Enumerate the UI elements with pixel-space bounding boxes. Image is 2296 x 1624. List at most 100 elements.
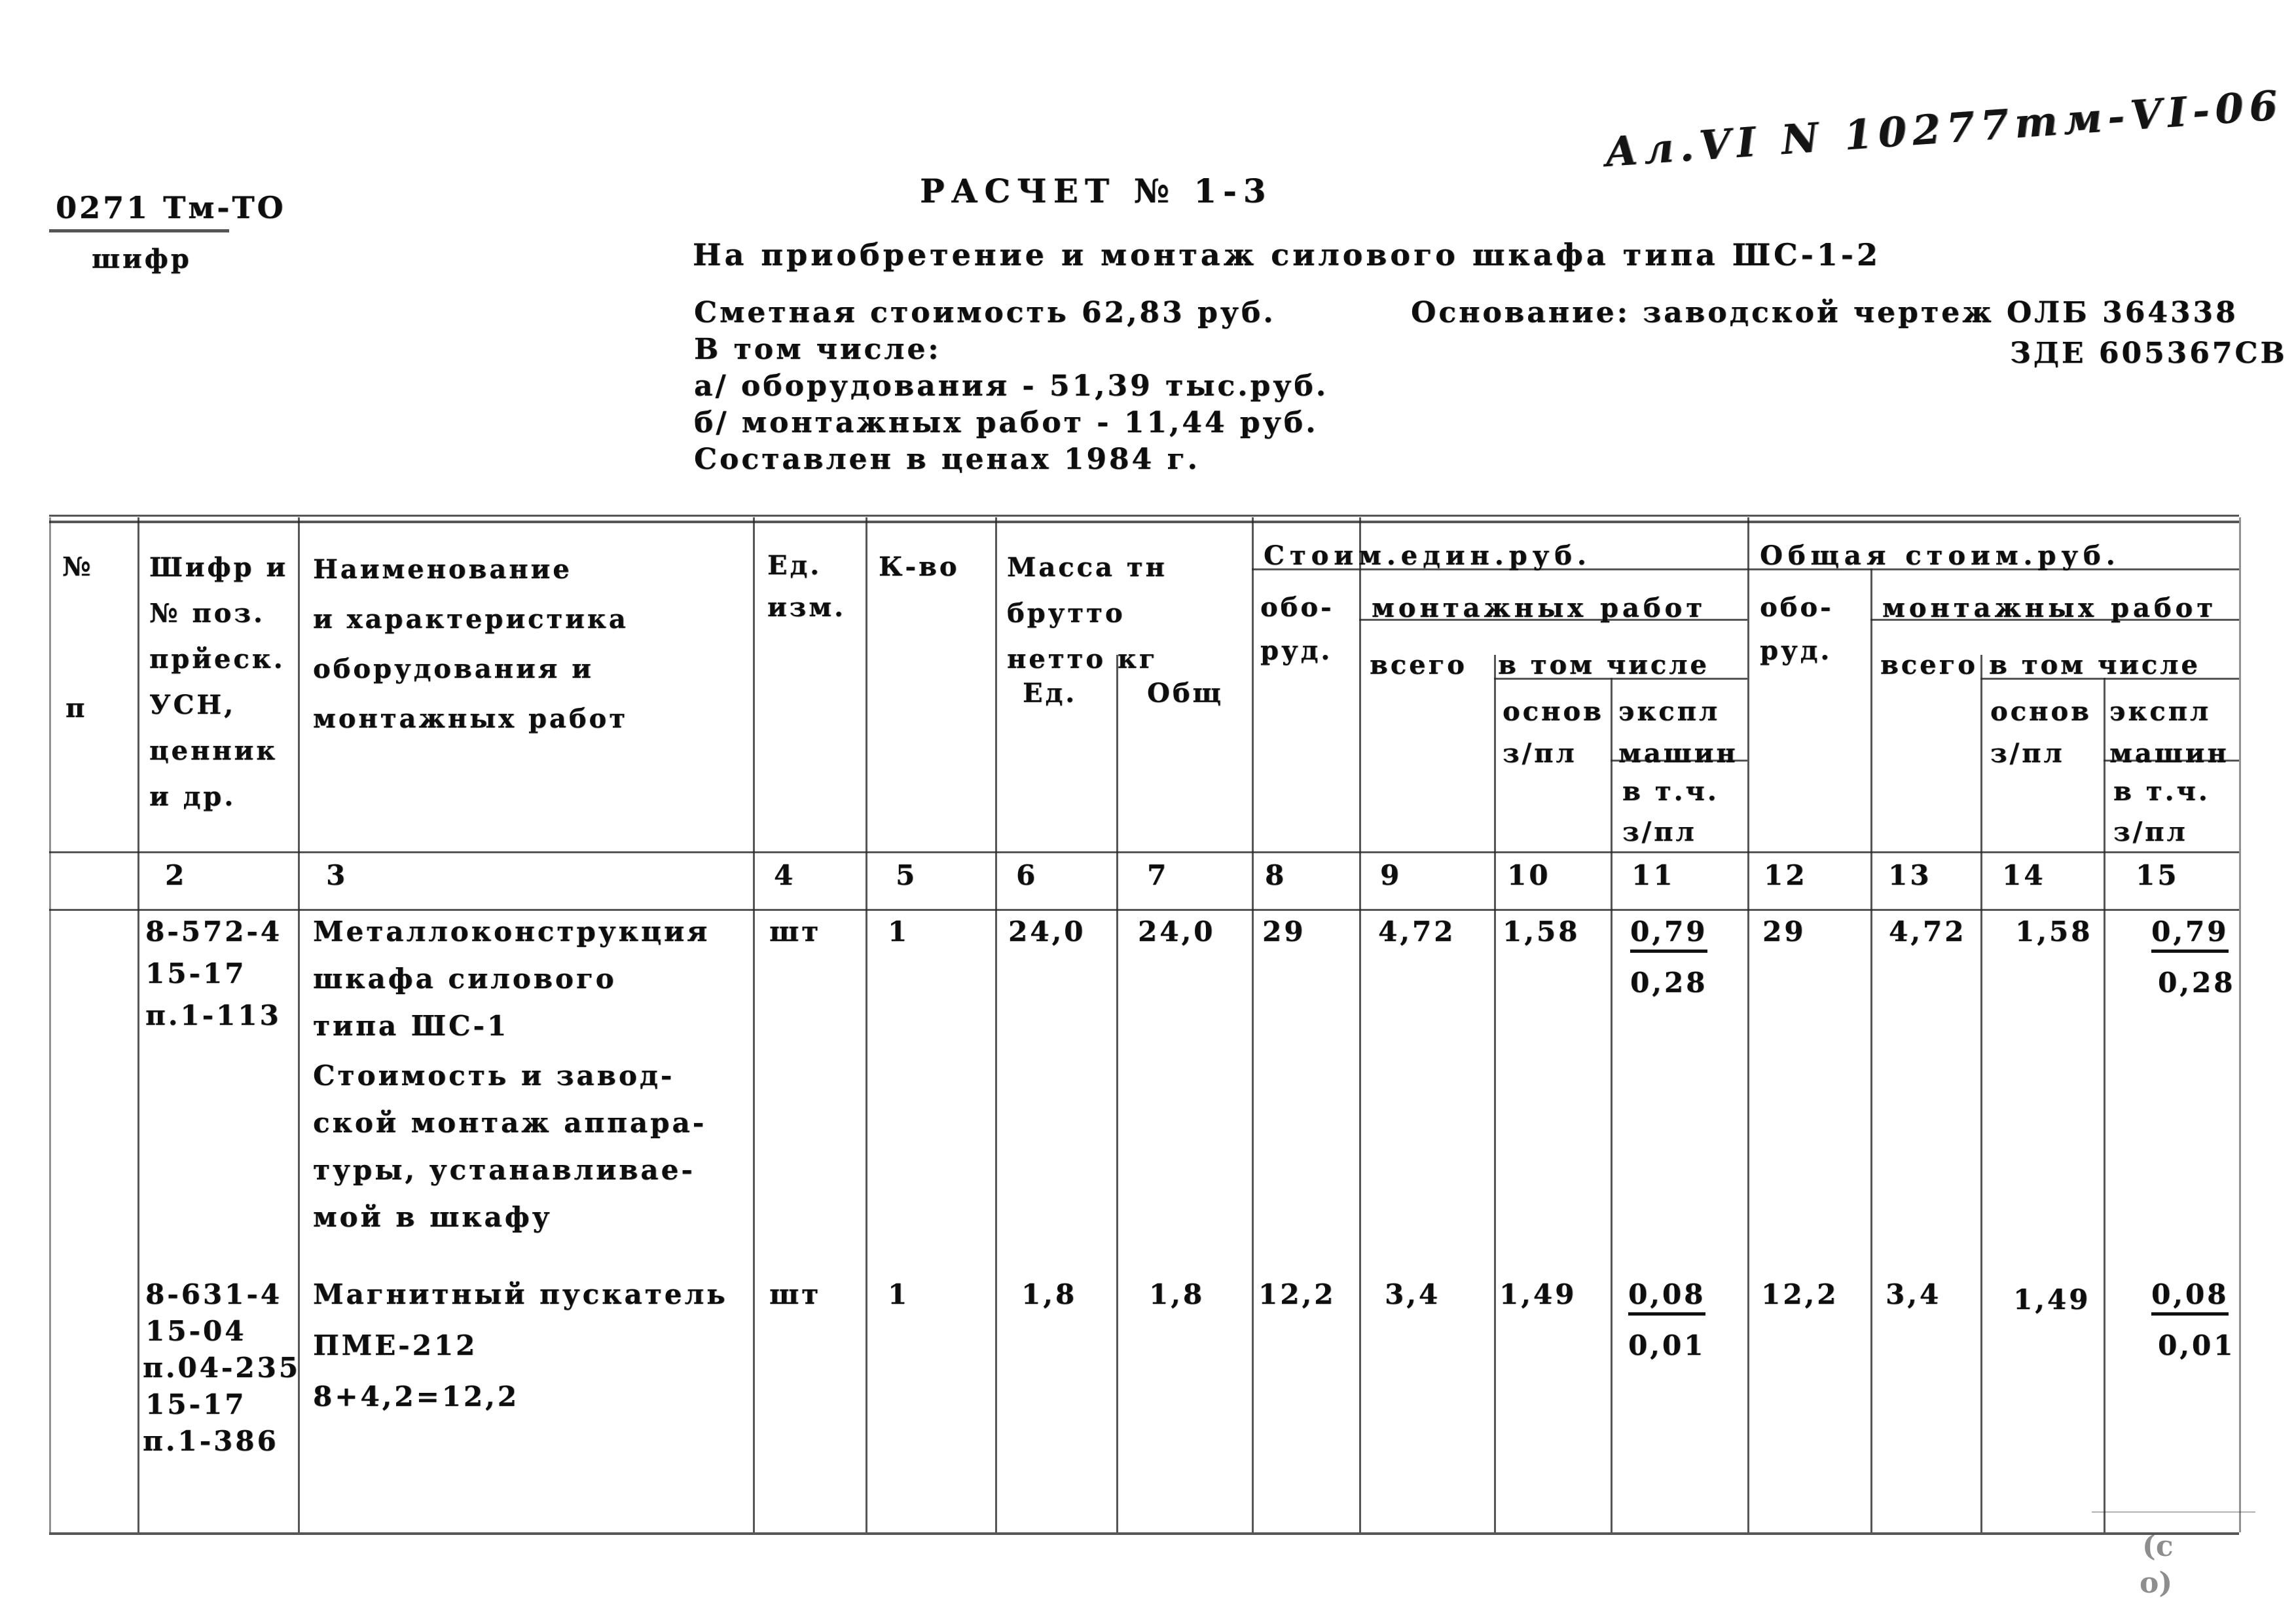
row-name-line: типа ШС-1 — [313, 1010, 509, 1042]
cell-unit: шт — [769, 915, 822, 948]
cell-total-machines-bottom: 0,01 — [2158, 1329, 2236, 1361]
grid-line-v-1 — [137, 517, 139, 1532]
row-code-line: 8-572-4 — [145, 915, 282, 948]
col-header-incl-total: в том числе — [1989, 650, 2200, 680]
scan-smudge-line — [2092, 1511, 2255, 1513]
grid-line-h-incl-left — [1494, 678, 1747, 680]
col-header-no-bottom: п — [65, 693, 88, 724]
grid-line-h-numbers-bottom — [49, 909, 2239, 911]
row-name-line: мой в шкафу — [313, 1201, 553, 1233]
col-header-incl-unit: в том числе — [1498, 650, 1709, 680]
grid-line-v-2 — [298, 517, 300, 1532]
cell-unit: шт — [769, 1278, 822, 1310]
grid-line-h-top2 — [49, 521, 2239, 523]
grid-line-h-top1 — [49, 515, 2239, 517]
cell-mass-total: 1,8 — [1149, 1278, 1205, 1310]
column-number-15: 15 — [2136, 859, 2179, 891]
page-title: РАСЧЕТ № 1-3 — [920, 172, 1273, 210]
column-number-3: 3 — [326, 859, 348, 891]
cell-mass-unit: 24,0 — [1008, 915, 1086, 948]
cell-unit-equip: 12,2 — [1258, 1278, 1336, 1310]
row-name-line: 8+4,2=12,2 — [313, 1380, 519, 1412]
grid-line-v-7 — [1252, 517, 1254, 1532]
grid-line-h-vtch-left — [1611, 760, 1747, 762]
doc-code: 0271 Тм-ТО — [56, 190, 286, 225]
col-header-base-wage-total: основ з/пл — [1990, 696, 2092, 769]
col-header-no-top: № — [62, 551, 94, 582]
row-code-line: п.1-113 — [145, 999, 282, 1031]
page-subject: На приобретение и монтаж силового шкафа … — [693, 237, 1881, 272]
grid-line-h-vtch-right — [2104, 760, 2239, 762]
grid-line-v-6 — [1116, 655, 1118, 1532]
doc-code-label: шифр — [92, 244, 192, 274]
col-header-equipment-unit: обо- руд. — [1260, 592, 1334, 666]
row-code-line: 15-04 — [145, 1315, 247, 1347]
cell-unit-base-wage: 1,58 — [1503, 915, 1580, 948]
col-header-mass-group: Масса тн брутто нетто кг — [1007, 552, 1167, 674]
estimate-cost-line: Сметная стоимость 62,83 руб. — [694, 296, 1276, 329]
column-number-7: 7 — [1147, 859, 1169, 891]
row-name-line: Стоимость и завод- — [313, 1060, 675, 1092]
col-header-total-total: всего — [1880, 650, 1978, 680]
col-header-unit-cost-group: Стоим.един.руб. — [1264, 540, 1592, 571]
cell-total-base-wage: 1,58 — [2015, 915, 2093, 948]
grid-line-v-9 — [1494, 655, 1496, 1532]
grid-line-v-11 — [1747, 517, 1749, 1532]
including-item-b: б/ монтажных работ - 11,44 руб. — [694, 406, 1319, 439]
grid-line-h-bottom — [49, 1532, 2239, 1535]
column-number-10: 10 — [1507, 859, 1551, 891]
grid-line-h-groups — [1252, 568, 2239, 570]
col-header-machines-unit: экспл машин — [1618, 696, 1738, 769]
column-number-14: 14 — [2002, 859, 2046, 891]
col-header-base-wage-unit: основ з/пл — [1503, 696, 1604, 769]
col-header-qty: К-во — [879, 551, 960, 582]
grid-line-v-5 — [995, 517, 997, 1532]
col-header-mass-unit: Ед. — [1023, 678, 1078, 709]
row-code-line: 8-631-4 — [145, 1278, 282, 1310]
col-header-machines-total: экспл машин — [2109, 696, 2229, 769]
cell-unit-total: 4,72 — [1378, 915, 1456, 948]
row-name-line: ПМЕ-212 — [313, 1329, 478, 1361]
col-header-name: Наименование и характеристика оборудован… — [313, 554, 629, 734]
cell-total-machines-top: 0,79 — [2151, 915, 2229, 953]
column-number-2: 2 — [165, 859, 187, 891]
corner-mark: (с — [2142, 1530, 2174, 1563]
grid-line-v-left-edge — [49, 517, 51, 1532]
grid-line-v-14 — [2104, 678, 2105, 1532]
row-name-line: Металлоконструкция — [313, 915, 710, 948]
row-code-line: п.04-235 — [143, 1352, 301, 1384]
column-number-9: 9 — [1380, 859, 1402, 891]
column-number-13: 13 — [1888, 859, 1932, 891]
compiled-line: Составлен в ценах 1984 г. — [694, 443, 1200, 476]
col-header-equipment-total: обо- руд. — [1760, 592, 1834, 666]
grid-line-v-10 — [1611, 678, 1613, 1532]
cell-total-total: 4,72 — [1889, 915, 1967, 948]
grid-line-h-incl-right — [1980, 678, 2239, 680]
row-name-line: ской монтаж аппара- — [313, 1107, 707, 1139]
cell-total-total: 3,4 — [1886, 1278, 1942, 1310]
col-header-total-cost-group: Общая стоим.руб. — [1760, 540, 2121, 571]
column-number-6: 6 — [1016, 859, 1038, 891]
cell-total-equip: 29 — [1762, 915, 1806, 948]
including-item-a: а/ оборудования - 51,39 тыс.руб. — [694, 369, 1329, 403]
grid-line-v-4 — [866, 517, 867, 1532]
cell-unit-total: 3,4 — [1385, 1278, 1441, 1310]
cell-unit-machines-bottom: 0,28 — [1630, 967, 1708, 999]
cell-unit-base-wage: 1,49 — [1499, 1278, 1577, 1310]
grid-line-h-numbers-top — [49, 851, 2239, 853]
col-header-incl-wage-total: в т.ч. з/пл — [2113, 776, 2210, 847]
row-code-line: 15-17 — [145, 1388, 247, 1420]
cell-qty: 1 — [888, 1278, 910, 1310]
basis-doc-number: ЗДЕ 605367СВ — [2010, 337, 2287, 370]
row-name-line: туры, устанавливае- — [313, 1154, 695, 1186]
column-number-5: 5 — [896, 859, 918, 891]
column-number-12: 12 — [1764, 859, 1808, 891]
cell-mass-unit: 1,8 — [1021, 1278, 1078, 1310]
grid-line-h-install-right — [1870, 619, 2239, 621]
col-header-total-unit: всего — [1370, 650, 1467, 680]
col-header-install-unit: монтажных работ — [1372, 593, 1706, 623]
cell-unit-machines-bottom: 0,01 — [1628, 1329, 1706, 1361]
cell-unit-machines-top: 0,08 — [1628, 1278, 1706, 1316]
grid-line-v-12 — [1870, 568, 1872, 1532]
